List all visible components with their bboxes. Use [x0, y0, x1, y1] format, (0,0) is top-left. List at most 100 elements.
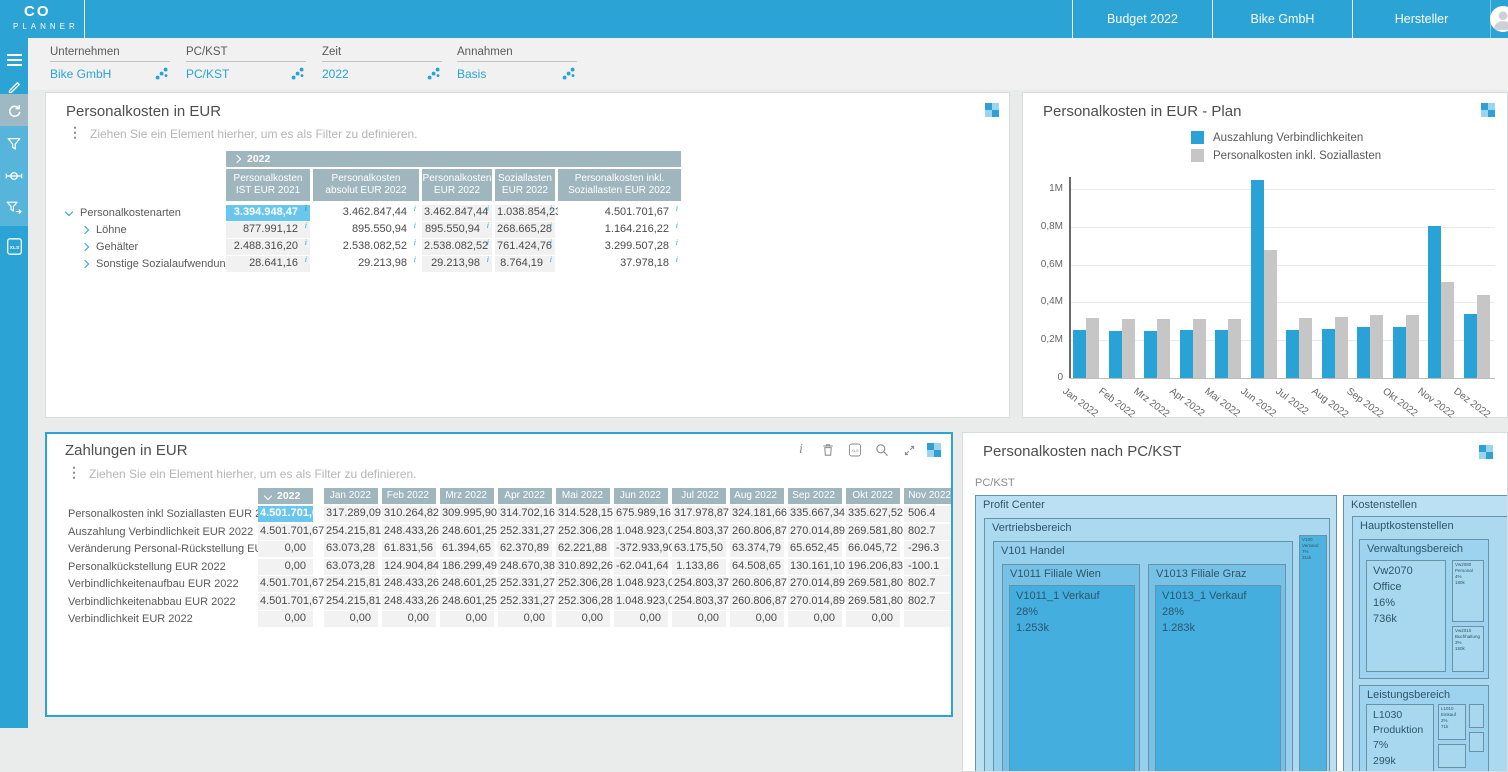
table-cell[interactable]: 248.601,25 [440, 594, 494, 610]
table-cell[interactable]: 252.331,27 [498, 576, 552, 592]
chevron-right-icon[interactable] [81, 243, 89, 251]
treemap-leaf-vw2070-office[interactable]: Vw2070 Office 16% 736k [1366, 560, 1446, 672]
table-cell[interactable]: 802.7 [904, 524, 953, 540]
chevron-down-icon[interactable] [65, 207, 73, 215]
table-cell[interactable]: 260.806,87 [730, 576, 784, 592]
bar-auszahlung-verbindlichkeiten[interactable] [1322, 329, 1335, 378]
table-cell[interactable]: 252.306,28 [556, 524, 610, 540]
column-header[interactable]: Jul 2022 [672, 488, 726, 504]
treemap-node[interactable] [1438, 744, 1466, 768]
table-cell[interactable]: 254.803,37 [672, 576, 726, 592]
table-cell[interactable]: 314.702,16 [498, 506, 552, 522]
column-header[interactable]: Personalkosten IST EUR 2021 [226, 169, 310, 201]
filter-clear-icon[interactable] [0, 194, 28, 222]
table-cell[interactable]: 317.978,87 [672, 506, 726, 522]
budget-2022-button[interactable]: Budget 2022 [1073, 0, 1212, 38]
table-cell[interactable]: 269.581,80 [846, 524, 900, 540]
table-cell[interactable]: 270.014,89 [788, 594, 842, 610]
table-cell[interactable]: 254.215,81 [324, 594, 378, 610]
bar-personalkosten-inkl-soziallasten[interactable] [1086, 318, 1099, 378]
treemap-node-verwaltungsbereich[interactable]: Verwaltungsbereich Vw2070 Office 16% 736… [1359, 539, 1489, 679]
refresh-icon[interactable] [0, 96, 28, 124]
bar-auszahlung-verbindlichkeiten[interactable] [1286, 330, 1299, 378]
column-header[interactable]: Aug 2022 [730, 488, 784, 504]
treemap-node-v1011-filiale-wien[interactable]: V1011 Filiale Wien V1011_1 Verkauf 28% 1… [1002, 564, 1140, 772]
bar-auszahlung-verbindlichkeiten[interactable] [1428, 226, 1441, 378]
chevron-right-icon[interactable] [81, 260, 89, 268]
fullscreen-icon[interactable] [900, 441, 918, 459]
search-icon[interactable] [873, 441, 891, 459]
treemap-leaf-vw2010-buchhaltung[interactable]: Vw2010 Buchhaltung 3% 150k [1452, 626, 1484, 672]
export-xls-icon[interactable]: XLS [846, 441, 864, 459]
bar-auszahlung-verbindlichkeiten[interactable] [1109, 331, 1122, 378]
table-cell[interactable]: -100.1 [904, 559, 953, 575]
table-cell[interactable]: 1.048.923,06 [614, 594, 668, 610]
table-cell[interactable]: 324.181,66 [730, 506, 784, 522]
table-cell[interactable]: 269.581,80 [846, 594, 900, 610]
table-cell[interactable]: 196.206,83 [846, 559, 900, 575]
row-label-child[interactable]: Sonstige Sozialaufwendung… [82, 256, 243, 272]
table-cell[interactable]: 314.528,15 [556, 506, 610, 522]
table-cell[interactable]: 895.550,94i [422, 222, 492, 238]
hierarchy-select-icon[interactable] [426, 66, 442, 82]
bar-personalkosten-inkl-soziallasten[interactable] [1157, 319, 1170, 378]
table-cell[interactable]: 37.978,18i [558, 256, 681, 272]
table-cell[interactable]: 0,00 [556, 611, 610, 627]
table-cell[interactable]: 0,00 [324, 611, 378, 627]
column-header[interactable]: Okt 2022 [846, 488, 900, 504]
table-cell[interactable]: 248.601,25 [440, 524, 494, 540]
table-cell[interactable]: 0,00 [258, 611, 313, 627]
column-header[interactable]: 2022 [258, 488, 313, 504]
table-cell[interactable]: 4.501.701,67 [258, 576, 313, 592]
table-cell[interactable]: 252.306,28 [556, 594, 610, 610]
xls-export-icon[interactable]: XLS [0, 232, 28, 260]
table-cell[interactable]: 1.048.923,06 [614, 576, 668, 592]
table-cell[interactable]: 4.501.701,67i [558, 205, 681, 221]
table-cell[interactable]: 270.014,89 [788, 576, 842, 592]
table-cell[interactable]: 0,00 [846, 611, 900, 627]
table-cell[interactable]: 0,00 [382, 611, 436, 627]
table-cell[interactable]: 0,00 [258, 541, 313, 557]
column-header[interactable]: Mai 2022 [556, 488, 610, 504]
column-header[interactable]: Mrz 2022 [440, 488, 494, 504]
table-cell[interactable]: 802.7 [904, 594, 953, 610]
table-cell[interactable]: 62.370,89 [498, 541, 552, 557]
user-avatar[interactable] [1490, 6, 1508, 32]
table-cell[interactable]: 130.161,10 [788, 559, 842, 575]
table-cell[interactable]: 260.806,87 [730, 524, 784, 540]
treemap-node-hauptkostenstellen[interactable]: Hauptkostenstellen Verwaltungsbereich Vw… [1352, 516, 1508, 772]
table-cell[interactable]: 8.764,19i [495, 256, 555, 272]
filter-value[interactable]: Bike GmbH [50, 66, 170, 82]
table-cell[interactable]: 252.306,28 [556, 576, 610, 592]
table-cell[interactable]: 28.641,16i [226, 256, 310, 272]
table-cell[interactable]: 63.073,28 [324, 541, 378, 557]
table-cell[interactable]: 4.501.701,67 [258, 506, 313, 522]
row-label-child[interactable]: Gehälter [82, 239, 138, 255]
table-cell[interactable]: 3.299.507,28i [558, 239, 681, 255]
table-cell[interactable]: 248.670,38 [498, 559, 552, 575]
bar-auszahlung-verbindlichkeiten[interactable] [1357, 327, 1370, 378]
table-cell[interactable]: 1.164.216,22i [558, 222, 681, 238]
table-cell[interactable]: 1.038.854,23i [495, 205, 555, 221]
table-cell[interactable]: 248.433,26 [382, 576, 436, 592]
treemap-leaf-l1030-produktion[interactable]: L1030 Produktion 7% 299k [1366, 704, 1434, 772]
treemap-node-v1013-filiale-graz[interactable]: V1013 Filiale Graz V1013_1 Verkauf 28% 1… [1148, 564, 1286, 772]
table-cell[interactable]: 64.508,65 [730, 559, 784, 575]
table-cell[interactable]: 186.299,49 [440, 559, 494, 575]
table-cell[interactable]: 317.289,09 [324, 506, 378, 522]
table-cell[interactable]: 66.045,72 [846, 541, 900, 557]
bar-personalkosten-inkl-soziallasten[interactable] [1477, 295, 1490, 378]
table-cell[interactable]: 29.213,98i [422, 256, 492, 272]
table-cell[interactable]: 268.665,28i [495, 222, 555, 238]
table-cell[interactable]: 61.831,56 [382, 541, 436, 557]
column-header[interactable]: Jun 2022 [614, 488, 668, 504]
hierarchy-select-icon[interactable] [561, 66, 577, 82]
table-cell[interactable]: 260.806,87 [730, 594, 784, 610]
table-cell[interactable]: -372.933,90 [614, 541, 668, 557]
bar-auszahlung-verbindlichkeiten[interactable] [1144, 331, 1157, 378]
table-cell[interactable]: 0,00 [498, 611, 552, 627]
column-header[interactable]: Jan 2022 [324, 488, 378, 504]
table-cell[interactable]: 62.221,88 [556, 541, 610, 557]
bar-personalkosten-inkl-soziallasten[interactable] [1264, 250, 1277, 378]
table-cell[interactable]: 63.374,79 [730, 541, 784, 557]
